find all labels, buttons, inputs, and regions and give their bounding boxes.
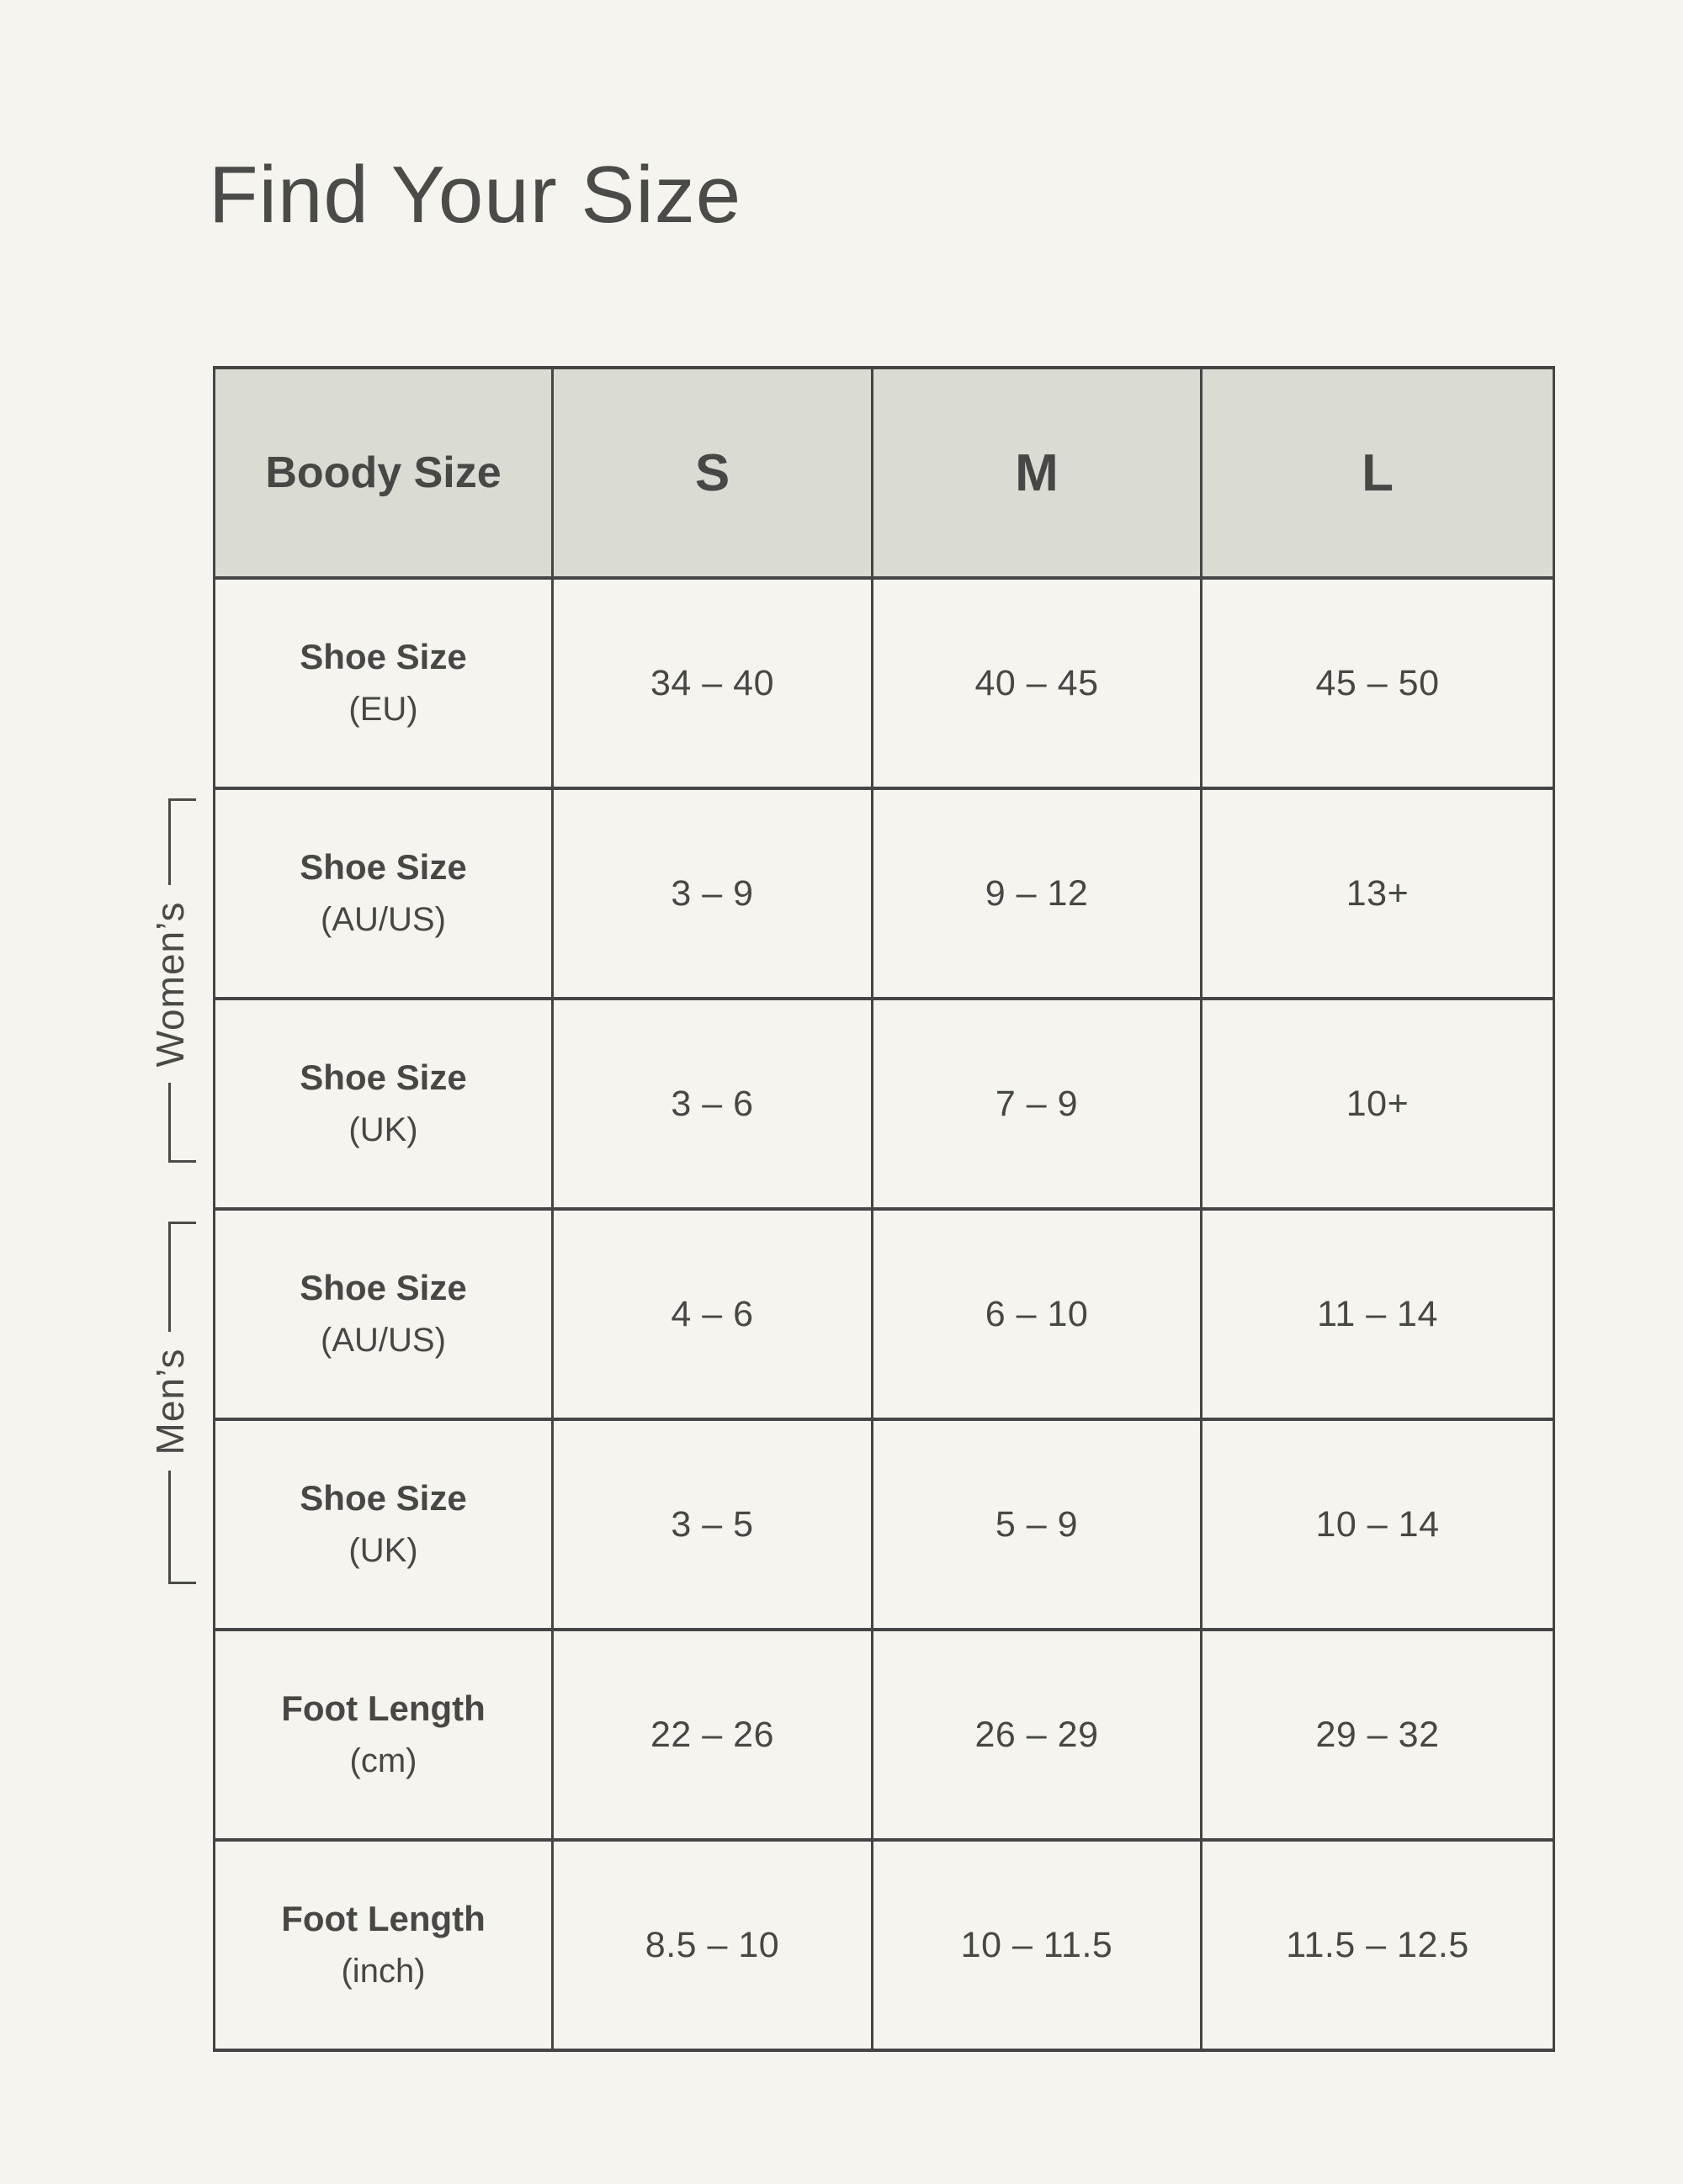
- value-s: 3 – 9: [551, 787, 873, 1000]
- value-m: 5 – 9: [871, 1418, 1203, 1631]
- header-size-m: M: [871, 366, 1203, 580]
- mens-bracket-bottom-line: [168, 1471, 196, 1584]
- row-label: Shoe Size: [300, 847, 467, 887]
- value-m: 9 – 12: [871, 787, 1203, 1000]
- row-label: Foot Length: [281, 1688, 486, 1728]
- row-unit: (AU/US): [321, 901, 446, 938]
- value-s: 22 – 26: [551, 1628, 873, 1842]
- table-row-mens-shoe-size-uk: Shoe Size (UK) 3 – 5 5 – 9 10 – 14: [213, 1418, 1555, 1631]
- value-l: 10+: [1200, 997, 1555, 1211]
- row-label: Foot Length: [281, 1899, 486, 1938]
- row-header: Shoe Size (AU/US): [213, 787, 554, 1000]
- row-label: Shoe Size: [300, 1058, 467, 1097]
- row-unit: (UK): [348, 1532, 418, 1569]
- value-l: 11 – 14: [1200, 1207, 1555, 1421]
- row-label: Shoe Size: [300, 1268, 467, 1307]
- value-l: 29 – 32: [1200, 1628, 1555, 1842]
- mens-group-label: Men’s: [148, 1348, 192, 1455]
- value-l: 45 – 50: [1200, 576, 1555, 790]
- size-chart-table: Boody Size S M L Shoe Size (EU) 34 – 40 …: [213, 366, 1555, 2052]
- row-header: Shoe Size (EU): [213, 576, 554, 790]
- row-header: Foot Length (cm): [213, 1628, 554, 1842]
- row-label: Shoe Size: [300, 637, 467, 676]
- row-unit: (cm): [349, 1742, 417, 1779]
- row-header: Shoe Size (AU/US): [213, 1207, 554, 1421]
- value-s: 4 – 6: [551, 1207, 873, 1421]
- value-s: 34 – 40: [551, 576, 873, 790]
- table-header-row: Boody Size S M L: [213, 366, 1555, 580]
- table-row-womens-shoe-size-au-us: Shoe Size (AU/US) 3 – 9 9 – 12 13+: [213, 787, 1555, 1000]
- value-l: 10 – 14: [1200, 1418, 1555, 1631]
- page-title: Find Your Size: [209, 150, 742, 240]
- header-size-l: L: [1200, 366, 1555, 580]
- row-header: Shoe Size (UK): [213, 1418, 554, 1631]
- womens-group-label: Women’s: [148, 901, 192, 1068]
- value-l: 11.5 – 12.5: [1200, 1838, 1555, 2052]
- value-m: 6 – 10: [871, 1207, 1203, 1421]
- row-unit: (AU/US): [321, 1322, 446, 1359]
- value-s: 3 – 5: [551, 1418, 873, 1631]
- value-m: 40 – 45: [871, 576, 1203, 790]
- table-row-shoe-size-eu: Shoe Size (EU) 34 – 40 40 – 45 45 – 50: [213, 576, 1555, 790]
- table-row-foot-length-inch: Foot Length (inch) 8.5 – 10 10 – 11.5 11…: [213, 1838, 1555, 2052]
- row-header: Foot Length (inch): [213, 1838, 554, 2052]
- table-row-mens-shoe-size-au-us: Shoe Size (AU/US) 4 – 6 6 – 10 11 – 14: [213, 1207, 1555, 1421]
- table-row-foot-length-cm: Foot Length (cm) 22 – 26 26 – 29 29 – 32: [213, 1628, 1555, 1842]
- value-m: 7 – 9: [871, 997, 1203, 1211]
- mens-bracket-top-line: [168, 1222, 196, 1332]
- value-l: 13+: [1200, 787, 1555, 1000]
- row-unit: (UK): [348, 1111, 418, 1148]
- row-header: Shoe Size (UK): [213, 997, 554, 1211]
- value-m: 26 – 29: [871, 1628, 1203, 1842]
- womens-bracket-top-line: [168, 798, 196, 885]
- value-m: 10 – 11.5: [871, 1838, 1203, 2052]
- header-size-s: S: [551, 366, 873, 580]
- row-unit: (inch): [341, 1953, 426, 1990]
- row-label: Shoe Size: [300, 1478, 467, 1518]
- value-s: 3 – 6: [551, 997, 873, 1211]
- header-boody-size: Boody Size: [213, 366, 554, 580]
- value-s: 8.5 – 10: [551, 1838, 873, 2052]
- row-unit: (EU): [348, 691, 418, 728]
- table-row-womens-shoe-size-uk: Shoe Size (UK) 3 – 6 7 – 9 10+: [213, 997, 1555, 1211]
- womens-bracket-bottom-line: [168, 1083, 196, 1163]
